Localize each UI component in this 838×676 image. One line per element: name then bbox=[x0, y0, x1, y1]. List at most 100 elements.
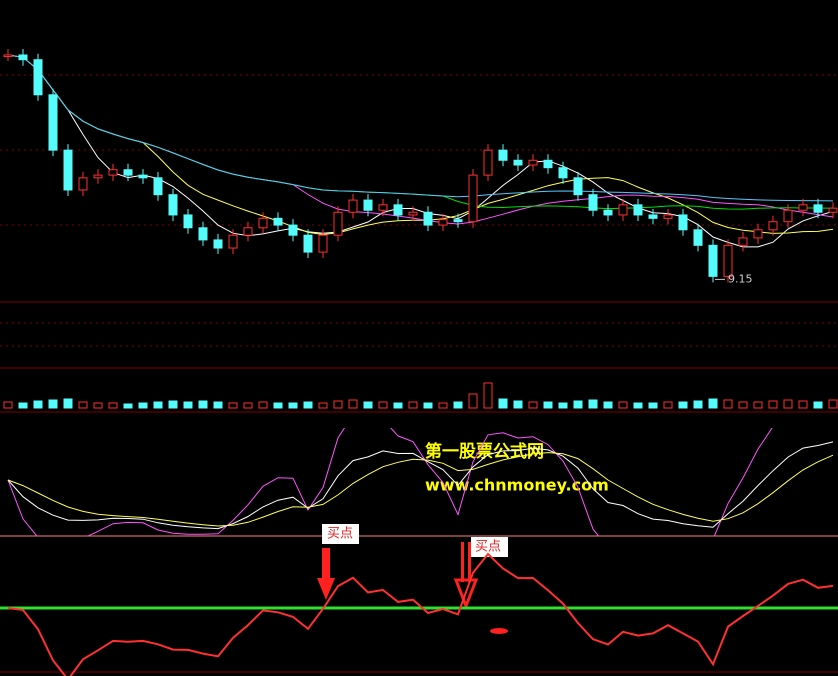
volume-bar bbox=[753, 401, 763, 409]
candle bbox=[153, 177, 163, 196]
volume-bar bbox=[558, 402, 568, 409]
moving-average bbox=[7, 54, 834, 202]
candle bbox=[738, 237, 748, 246]
volume-bar bbox=[408, 401, 418, 409]
volume-bar bbox=[108, 402, 118, 409]
candle bbox=[333, 211, 343, 236]
candle bbox=[498, 149, 508, 161]
signal: 买点 bbox=[317, 524, 359, 600]
grid bbox=[0, 74, 838, 673]
candle bbox=[183, 214, 193, 229]
candle bbox=[303, 234, 313, 253]
volume-bar bbox=[33, 400, 43, 409]
candle bbox=[453, 219, 463, 223]
volume-bar bbox=[243, 402, 253, 409]
watermark-title: 第一股票公式网 bbox=[425, 441, 544, 462]
volume-bar bbox=[528, 401, 538, 409]
candle bbox=[408, 211, 418, 216]
candle bbox=[558, 167, 568, 179]
volume-bar bbox=[603, 401, 613, 409]
candle bbox=[288, 224, 298, 236]
volume-bar bbox=[333, 400, 343, 409]
candle bbox=[318, 234, 328, 253]
volume-bar bbox=[138, 402, 148, 409]
candle bbox=[213, 239, 223, 249]
candle bbox=[543, 159, 553, 169]
volume-bar bbox=[48, 399, 58, 409]
volume-bar bbox=[273, 402, 283, 409]
volume-bar bbox=[798, 400, 808, 409]
candle bbox=[723, 244, 733, 277]
candle bbox=[138, 174, 148, 179]
candle bbox=[78, 177, 88, 191]
candle bbox=[3, 54, 13, 57]
low-label: 9.15 bbox=[728, 272, 753, 285]
candle bbox=[33, 59, 43, 96]
volume-bar bbox=[693, 400, 703, 409]
volume-bar bbox=[468, 393, 478, 409]
volume-bar bbox=[288, 402, 298, 409]
candle bbox=[573, 177, 583, 196]
volume-bar bbox=[168, 400, 178, 409]
volume-bar bbox=[348, 399, 358, 409]
candle bbox=[348, 199, 358, 213]
candle bbox=[693, 229, 703, 246]
candle bbox=[483, 149, 493, 176]
volume-bar bbox=[483, 382, 493, 409]
volume-bar bbox=[18, 402, 28, 409]
volume-bar bbox=[303, 401, 313, 409]
volume-bar bbox=[258, 401, 268, 409]
candle bbox=[648, 214, 658, 219]
indicator-line bbox=[7, 552, 834, 676]
volume-bar bbox=[183, 401, 193, 409]
candle bbox=[243, 227, 253, 236]
indicator-lines bbox=[0, 552, 838, 676]
volume-bar bbox=[783, 399, 793, 409]
candle bbox=[258, 217, 268, 229]
candle bbox=[678, 214, 688, 231]
marker bbox=[490, 628, 508, 634]
candle bbox=[768, 221, 778, 231]
volume-bar bbox=[3, 401, 13, 409]
volume-bar bbox=[393, 402, 403, 409]
volume-bar bbox=[648, 402, 658, 409]
volume-bar bbox=[93, 402, 103, 409]
candle bbox=[468, 174, 478, 223]
volume-bar bbox=[453, 401, 463, 409]
candle bbox=[513, 159, 523, 166]
kdj-lines bbox=[7, 428, 834, 536]
candle bbox=[123, 169, 133, 176]
candle bbox=[423, 211, 433, 226]
candle bbox=[813, 204, 823, 213]
moving-average bbox=[7, 54, 834, 210]
kdj-line bbox=[7, 441, 834, 530]
volume-bar bbox=[498, 398, 508, 409]
candle bbox=[363, 199, 373, 211]
moving-average bbox=[7, 54, 834, 236]
volume-bar bbox=[78, 401, 88, 409]
candle bbox=[753, 229, 763, 239]
volume-bar bbox=[723, 399, 733, 409]
volume-bar bbox=[438, 402, 448, 409]
candle bbox=[93, 174, 103, 179]
volume-bar bbox=[63, 398, 73, 409]
candle bbox=[438, 219, 448, 226]
volume-bar bbox=[213, 401, 223, 409]
candle bbox=[663, 214, 673, 219]
candle bbox=[603, 209, 613, 216]
candle bbox=[18, 54, 28, 61]
volume-bar bbox=[738, 401, 748, 409]
volume-bar bbox=[123, 403, 133, 409]
candle bbox=[228, 234, 238, 249]
volume-bar bbox=[828, 399, 838, 409]
candle bbox=[168, 194, 178, 216]
candle bbox=[633, 204, 643, 216]
candle bbox=[393, 204, 403, 216]
candle bbox=[828, 207, 838, 213]
candle bbox=[588, 194, 598, 211]
volume-bar bbox=[423, 402, 433, 409]
moving-average bbox=[7, 54, 834, 248]
signal-label: 买点 bbox=[327, 527, 353, 542]
candle bbox=[48, 94, 58, 151]
